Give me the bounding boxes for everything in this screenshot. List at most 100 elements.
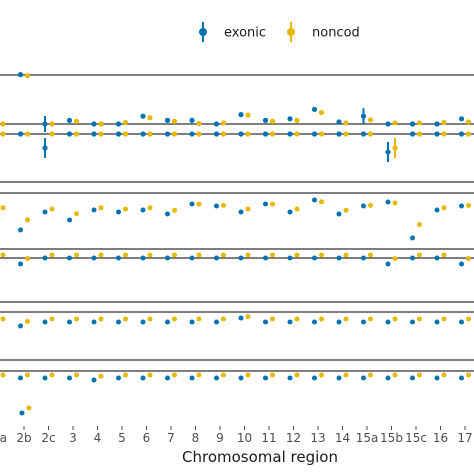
exonic-point [361, 319, 366, 325]
exonic-point [140, 131, 146, 137]
noncod-point [245, 372, 251, 378]
exonic-point [238, 112, 244, 118]
noncod-point [294, 372, 300, 378]
x-tick-label: 10 [237, 431, 252, 445]
x-tick-label: 8 [192, 431, 200, 445]
noncod-point [269, 118, 276, 124]
noncod-point [270, 252, 275, 258]
noncod-point [319, 372, 324, 378]
noncod-point [368, 252, 373, 258]
noncod-point [49, 252, 55, 258]
exonic-point [189, 117, 195, 123]
exonic-point [360, 113, 367, 119]
legend-key [199, 28, 207, 36]
noncod-point [318, 131, 325, 137]
noncod-point [73, 131, 80, 137]
exonic-point [165, 319, 170, 325]
exonic-point [361, 203, 366, 209]
exonic-point [311, 106, 318, 113]
x-tick-label: 1a [0, 431, 7, 445]
noncod-point [245, 252, 251, 258]
noncod-point [441, 131, 447, 137]
x-tick-label: 15a [356, 431, 379, 445]
exonic-point [385, 319, 391, 325]
exonic-point [42, 255, 48, 261]
noncod-point [122, 119, 129, 126]
exonic-point [18, 323, 23, 329]
noncod-point [343, 252, 349, 258]
noncod-point [49, 121, 55, 127]
exonic-point [214, 203, 219, 209]
exonic-point [312, 255, 317, 261]
exonic-point [385, 199, 391, 205]
exonic-point [189, 255, 195, 261]
exonic-point [115, 131, 122, 137]
exonic-point [434, 121, 440, 127]
noncod-point [245, 131, 251, 137]
x-tick-label: 7 [167, 431, 175, 445]
x-tick-label: 16 [433, 431, 448, 445]
exonic-point [165, 255, 170, 261]
exonic-point [459, 203, 464, 209]
noncod-point [74, 316, 79, 322]
noncod-point [368, 316, 373, 322]
exonic-point [214, 319, 219, 325]
noncod-point [74, 211, 79, 217]
noncod-point [123, 372, 128, 378]
exonic-point [165, 375, 170, 381]
exonic-point [459, 261, 464, 267]
noncod-point [343, 316, 349, 322]
exonic-point [459, 319, 464, 325]
exonic-point [434, 207, 440, 213]
noncod-point [196, 120, 202, 127]
exonic-point [91, 131, 97, 137]
noncod-point [74, 372, 79, 378]
exonic-point [213, 121, 220, 127]
noncod-point [466, 202, 471, 208]
exonic-point [263, 255, 268, 261]
noncod-point [98, 131, 104, 137]
noncod-point [123, 316, 128, 322]
noncod-point [441, 372, 447, 378]
exonic-point [434, 375, 440, 381]
noncod-point [147, 131, 153, 137]
exonic-point [336, 375, 342, 381]
noncod-point [26, 405, 32, 411]
noncod-point [466, 316, 471, 322]
noncod-point [172, 372, 177, 378]
noncod-point [25, 318, 30, 324]
noncod-point [294, 117, 300, 123]
noncod-point [318, 109, 325, 116]
exonic-point [42, 121, 48, 127]
exonic-point [263, 375, 268, 381]
exonic-point [19, 410, 25, 416]
noncod-point [294, 206, 300, 212]
exonic-point [287, 209, 293, 215]
noncod-point [392, 372, 398, 378]
noncod-point [221, 372, 226, 378]
exonic-point [409, 131, 416, 137]
noncod-point [392, 120, 398, 126]
noncod-point [123, 252, 128, 258]
exonic-point [140, 255, 146, 261]
exonic-point [42, 375, 48, 381]
exonic-point [238, 209, 244, 215]
noncod-point [270, 316, 275, 322]
legend: exonic noncod [199, 22, 360, 42]
noncod-point [245, 314, 251, 320]
noncod-point [343, 131, 349, 137]
noncod-point [196, 316, 202, 322]
noncod-point [49, 206, 55, 212]
exonic-point [140, 113, 146, 119]
noncod-point [171, 118, 178, 124]
noncod-point [220, 131, 227, 137]
noncod-point [466, 372, 471, 378]
noncod-point [368, 202, 373, 208]
exonic-point [410, 255, 415, 261]
noncod-point [245, 206, 251, 212]
noncod-point [98, 205, 104, 211]
x-tick-label: 3 [69, 431, 77, 445]
exonic-point [361, 255, 366, 261]
noncod-point [221, 202, 226, 208]
